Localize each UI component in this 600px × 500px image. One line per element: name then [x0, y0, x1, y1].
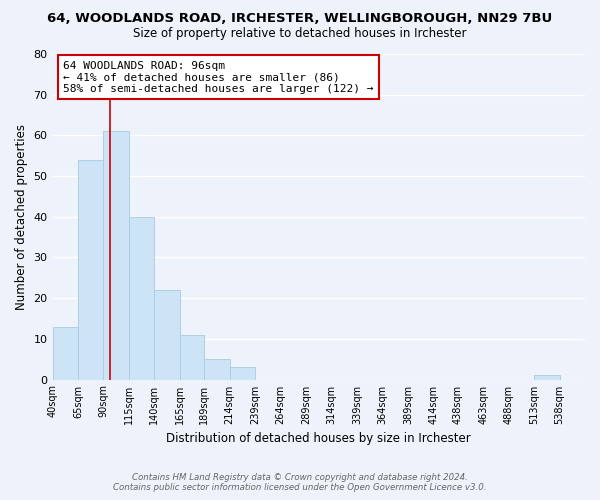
Text: 64, WOODLANDS ROAD, IRCHESTER, WELLINGBOROUGH, NN29 7BU: 64, WOODLANDS ROAD, IRCHESTER, WELLINGBO…: [47, 12, 553, 26]
Bar: [78, 160, 103, 380]
Bar: [230, 368, 255, 380]
Y-axis label: Number of detached properties: Number of detached properties: [15, 124, 28, 310]
Text: Size of property relative to detached houses in Irchester: Size of property relative to detached ho…: [133, 28, 467, 40]
Text: 64 WOODLANDS ROAD: 96sqm
← 41% of detached houses are smaller (86)
58% of semi-d: 64 WOODLANDS ROAD: 96sqm ← 41% of detach…: [63, 60, 374, 94]
Bar: [204, 359, 230, 380]
Bar: [180, 335, 204, 380]
Bar: [103, 132, 129, 380]
Bar: [129, 217, 154, 380]
Text: Contains HM Land Registry data © Crown copyright and database right 2024.
Contai: Contains HM Land Registry data © Crown c…: [113, 473, 487, 492]
Bar: [53, 326, 78, 380]
Bar: [154, 290, 180, 380]
Bar: [534, 376, 560, 380]
X-axis label: Distribution of detached houses by size in Irchester: Distribution of detached houses by size …: [166, 432, 471, 445]
